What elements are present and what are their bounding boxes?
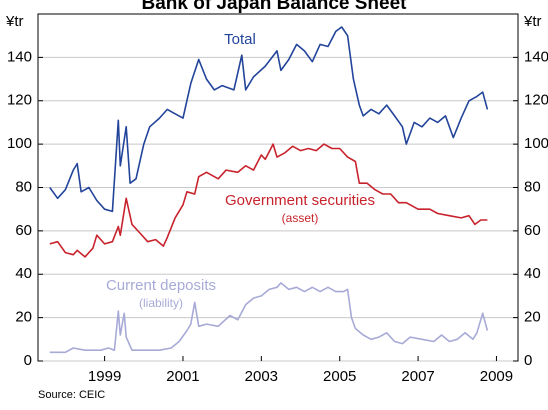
x-tick-label: 2003 [245, 368, 278, 385]
y2-tick-label: 100 [524, 135, 548, 152]
x-tick-label: 2009 [480, 368, 513, 385]
annotation: Current deposits [106, 277, 216, 294]
y2-tick-label: 60 [524, 222, 541, 239]
y2-tick-label: 0 [524, 352, 532, 369]
x-tick-label: 2001 [166, 368, 199, 385]
annotation: Government securities [225, 192, 375, 209]
x-tick-label: 1999 [88, 368, 121, 385]
y-tick-label: 120 [7, 92, 32, 109]
annotation: (liability) [139, 296, 183, 310]
y-tick-label: 40 [15, 265, 32, 282]
x-tick-label: 2007 [401, 368, 434, 385]
y2-tick-label: 40 [524, 265, 541, 282]
y-tick-label: 60 [15, 222, 32, 239]
annotation: (asset) [282, 211, 319, 225]
y-tick-label: 100 [7, 135, 32, 152]
y2-axis-unit: ¥tr [523, 13, 542, 30]
y2-tick-label: 80 [524, 178, 541, 195]
y2-tick-label: 20 [524, 309, 541, 326]
series-line [49, 26, 489, 213]
series-line [49, 282, 489, 354]
y-tick-label: 80 [15, 178, 32, 195]
chart-title: Bank of Japan Balance Sheet [141, 0, 407, 14]
annotation: Total [224, 31, 256, 48]
y-tick-label: 20 [15, 309, 32, 326]
y2-tick-label: 140 [524, 48, 548, 65]
source-note: Source: CEIC [38, 389, 105, 401]
y2-tick-label: 120 [524, 92, 548, 109]
series-line [49, 143, 488, 258]
x-tick-label: 2005 [323, 368, 356, 385]
y-tick-label: 140 [7, 48, 32, 65]
y-axis-unit: ¥tr [5, 13, 24, 30]
y-tick-label: 0 [24, 352, 32, 369]
